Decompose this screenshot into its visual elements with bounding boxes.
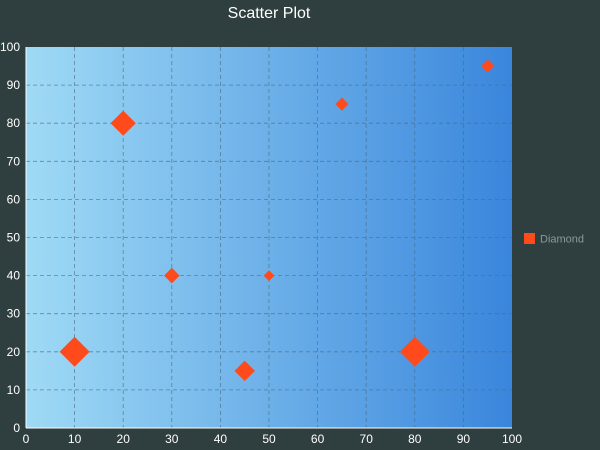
y-tick-label: 70 <box>7 154 21 168</box>
scatter-point[interactable] <box>164 267 180 284</box>
x-tick-label: 30 <box>165 432 179 446</box>
y-tick-label: 80 <box>7 116 21 130</box>
scatter-point[interactable] <box>263 270 275 281</box>
x-tick-label: 60 <box>311 432 325 446</box>
x-tick-label: 40 <box>214 432 228 446</box>
axes <box>25 47 512 429</box>
x-tick-label: 50 <box>262 432 276 446</box>
x-tick-label: 80 <box>408 432 422 446</box>
y-tick-label: 100 <box>0 40 20 54</box>
y-tick-label: 90 <box>7 78 21 92</box>
y-tick-label: 20 <box>7 345 21 359</box>
x-tick-label: 10 <box>68 432 82 446</box>
x-tick-label: 90 <box>457 432 471 446</box>
scatter-point[interactable] <box>234 360 255 382</box>
y-tick-label: 30 <box>7 307 21 321</box>
y-tick-label: 50 <box>7 231 21 245</box>
y-tick-label: 0 <box>13 421 20 435</box>
y-tick-label: 60 <box>7 192 21 206</box>
scatter-point[interactable] <box>110 110 136 136</box>
grid-lines <box>26 47 512 428</box>
x-tick-label: 20 <box>117 432 131 446</box>
tick-labels: 0 10 20 30 40 50 60 70 80 90 100 0 10 20 30 40 50 60 70 80 9… <box>0 40 522 446</box>
data-points <box>59 59 495 382</box>
scatter-point[interactable] <box>59 336 90 367</box>
y-tick-label: 10 <box>7 383 21 397</box>
scatter-point[interactable] <box>335 97 349 111</box>
y-tick-label: 40 <box>7 269 21 283</box>
x-tick-label: 70 <box>360 432 374 446</box>
x-tick-label: 100 <box>502 432 522 446</box>
scatter-point[interactable] <box>481 59 495 73</box>
legend-label[interactable]: Diamond <box>540 234 584 246</box>
legend[interactable]: Diamond <box>524 233 584 246</box>
legend-swatch[interactable] <box>524 233 535 244</box>
x-tick-label: 0 <box>23 432 30 446</box>
chart-title: Scatter Plot <box>228 5 311 22</box>
scatter-point[interactable] <box>399 336 430 367</box>
